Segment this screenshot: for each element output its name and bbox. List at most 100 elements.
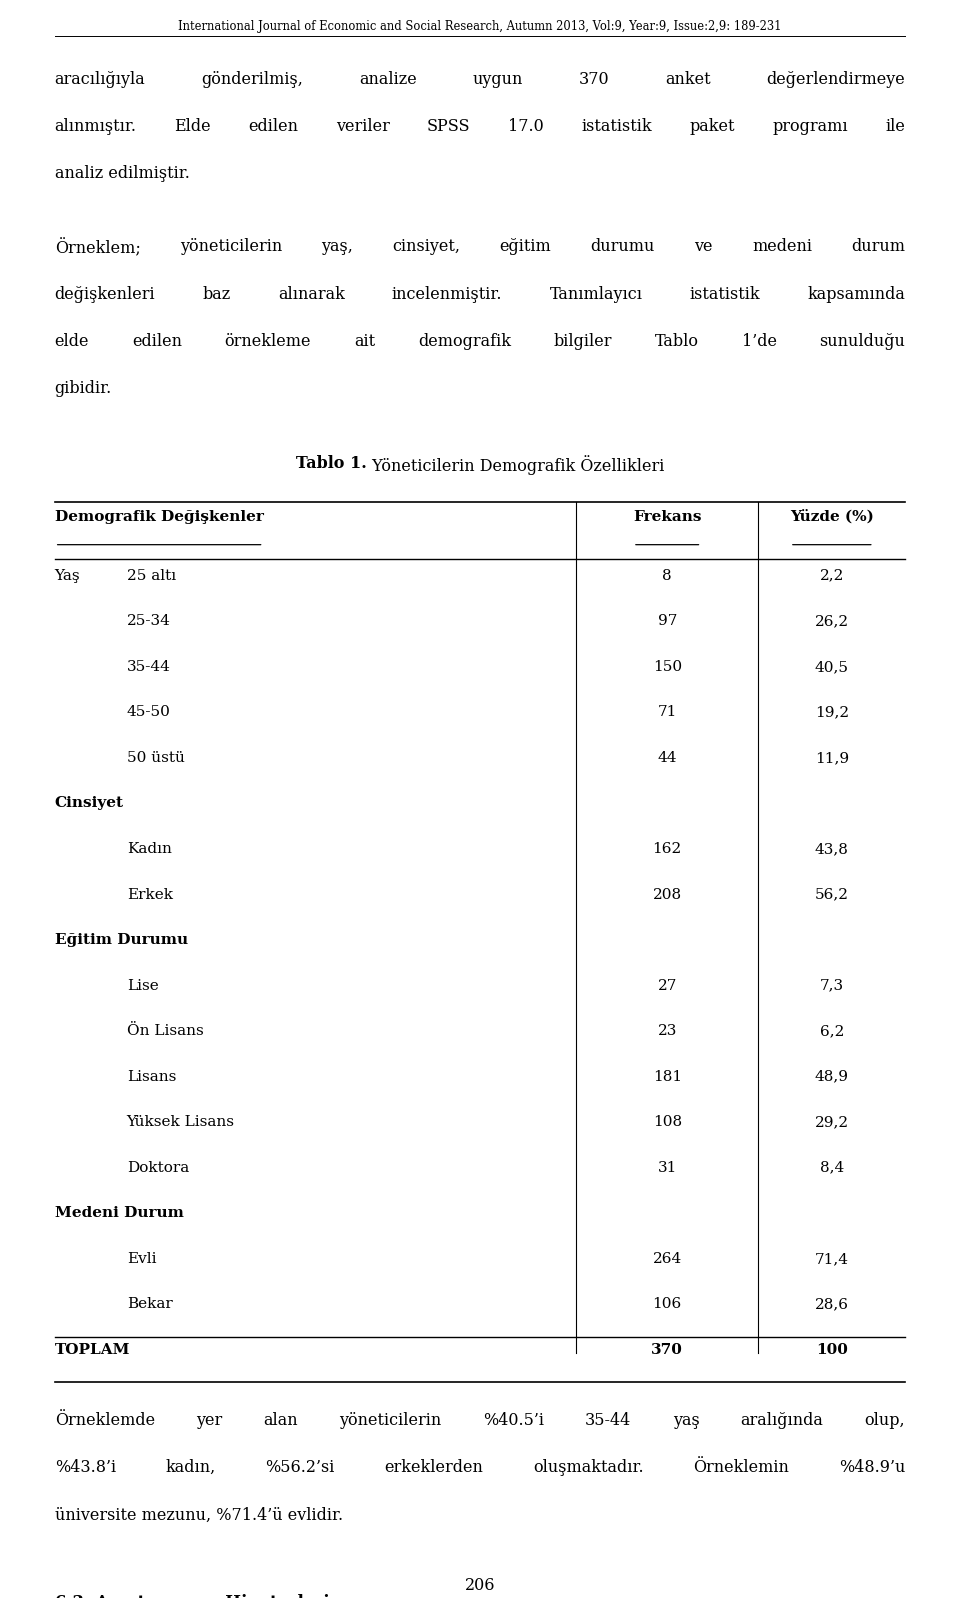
Text: yaş: yaş — [673, 1413, 699, 1429]
Text: 1’de: 1’de — [742, 332, 777, 350]
Text: değerlendirmeye: değerlendirmeye — [766, 70, 905, 88]
Text: ile: ile — [885, 118, 905, 136]
Text: 106: 106 — [653, 1298, 682, 1312]
Text: yer: yer — [196, 1413, 223, 1429]
Text: 264: 264 — [653, 1251, 682, 1266]
Text: 206: 206 — [465, 1577, 495, 1595]
Text: sunulduğu: sunulduğu — [820, 332, 905, 350]
Text: Doktora: Doktora — [127, 1160, 189, 1175]
Text: 35-44: 35-44 — [127, 660, 171, 674]
Text: 28,6: 28,6 — [815, 1298, 849, 1312]
Text: International Journal of Economic and Social Research, Autumn 2013, Vol:9, Year:: International Journal of Economic and So… — [179, 19, 781, 34]
Text: 6.3. Araştırmanın Hipotezleri: 6.3. Araştırmanın Hipotezleri — [55, 1593, 329, 1598]
Text: 150: 150 — [653, 660, 682, 674]
Text: Örneklem;: Örneklem; — [55, 238, 140, 257]
Text: 48,9: 48,9 — [815, 1069, 849, 1083]
Text: 100: 100 — [816, 1342, 848, 1357]
Text: 44: 44 — [658, 751, 677, 765]
Text: aralığında: aralığında — [740, 1413, 824, 1429]
Text: kadın,: kadın, — [165, 1459, 216, 1477]
Text: istatistik: istatistik — [689, 286, 760, 302]
Text: Bekar: Bekar — [127, 1298, 173, 1312]
Text: incelenmiştir.: incelenmiştir. — [392, 286, 502, 302]
Text: olup,: olup, — [865, 1413, 905, 1429]
Text: edilen: edilen — [249, 118, 299, 136]
Text: Tablo: Tablo — [655, 332, 699, 350]
Text: Medeni Durum: Medeni Durum — [55, 1206, 183, 1221]
Text: ait: ait — [354, 332, 375, 350]
Text: Lisans: Lisans — [127, 1069, 176, 1083]
Text: alan: alan — [264, 1413, 299, 1429]
Text: 162: 162 — [653, 842, 682, 857]
Text: gönderilmiş,: gönderilmiş, — [202, 70, 303, 88]
Text: Frekans: Frekans — [633, 510, 702, 524]
Text: 108: 108 — [653, 1115, 682, 1130]
Text: 50 üstü: 50 üstü — [127, 751, 184, 765]
Text: veriler: veriler — [336, 118, 390, 136]
Text: 370: 370 — [579, 70, 610, 88]
Text: 7,3: 7,3 — [820, 978, 844, 992]
Text: 31: 31 — [658, 1160, 677, 1175]
Text: 26,2: 26,2 — [815, 614, 849, 628]
Text: Yüksek Lisans: Yüksek Lisans — [127, 1115, 234, 1130]
Text: 97: 97 — [658, 614, 677, 628]
Text: 6,2: 6,2 — [820, 1024, 844, 1039]
Text: 71,4: 71,4 — [815, 1251, 849, 1266]
Text: değişkenleri: değişkenleri — [55, 286, 156, 302]
Text: 19,2: 19,2 — [815, 705, 849, 719]
Text: demografik: demografik — [418, 332, 511, 350]
Text: Tanımlayıcı: Tanımlayıcı — [549, 286, 642, 302]
Text: 23: 23 — [658, 1024, 677, 1039]
Text: %40.5’i: %40.5’i — [483, 1413, 544, 1429]
Text: edilen: edilen — [132, 332, 182, 350]
Text: Cinsiyet: Cinsiyet — [55, 796, 124, 810]
Text: 43,8: 43,8 — [815, 842, 849, 857]
Text: 27: 27 — [658, 978, 677, 992]
Text: erkeklerden: erkeklerden — [385, 1459, 484, 1477]
Text: yaş,: yaş, — [322, 238, 353, 256]
Text: ve: ve — [694, 238, 712, 256]
Text: %48.9’u: %48.9’u — [839, 1459, 905, 1477]
Text: anket: anket — [665, 70, 710, 88]
Text: cinsiyet,: cinsiyet, — [393, 238, 461, 256]
Text: 181: 181 — [653, 1069, 682, 1083]
Text: Yöneticilerin Demografik Özellikleri: Yöneticilerin Demografik Özellikleri — [367, 455, 664, 475]
Text: kapsamında: kapsamında — [807, 286, 905, 302]
Text: yöneticilerin: yöneticilerin — [340, 1413, 442, 1429]
Text: Eğitim Durumu: Eğitim Durumu — [55, 933, 188, 948]
Text: alınmıştır.: alınmıştır. — [55, 118, 136, 136]
Text: durum: durum — [852, 238, 905, 256]
Text: Örneklemde: Örneklemde — [55, 1413, 155, 1429]
Text: 71: 71 — [658, 705, 677, 719]
Text: %43.8’i: %43.8’i — [55, 1459, 116, 1477]
Text: 2,2: 2,2 — [820, 569, 844, 583]
Text: 208: 208 — [653, 887, 682, 901]
Text: analiz edilmiştir.: analiz edilmiştir. — [55, 165, 189, 182]
Text: aracılığıyla: aracılığıyla — [55, 70, 146, 88]
Text: yöneticilerin: yöneticilerin — [180, 238, 282, 256]
Text: 40,5: 40,5 — [815, 660, 849, 674]
Text: Yüzde (%): Yüzde (%) — [790, 510, 874, 524]
Text: gibidir.: gibidir. — [55, 380, 112, 396]
Text: 17.0: 17.0 — [508, 118, 543, 136]
Text: 29,2: 29,2 — [815, 1115, 849, 1130]
Text: Demografik Değişkenler: Demografik Değişkenler — [55, 510, 264, 524]
Text: 25-34: 25-34 — [127, 614, 171, 628]
Text: Kadın: Kadın — [127, 842, 172, 857]
Text: eğitim: eğitim — [500, 238, 551, 256]
Text: 11,9: 11,9 — [815, 751, 849, 765]
Text: elde: elde — [55, 332, 89, 350]
Text: Tablo 1.: Tablo 1. — [296, 455, 367, 473]
Text: paket: paket — [689, 118, 734, 136]
Text: oluşmaktadır.: oluşmaktadır. — [533, 1459, 643, 1477]
Text: 56,2: 56,2 — [815, 887, 849, 901]
Text: programı: programı — [772, 118, 848, 136]
Text: analize: analize — [359, 70, 417, 88]
Text: TOPLAM: TOPLAM — [55, 1342, 131, 1357]
Text: 45-50: 45-50 — [127, 705, 171, 719]
Text: uygun: uygun — [472, 70, 523, 88]
Text: Erkek: Erkek — [127, 887, 173, 901]
Text: 8,4: 8,4 — [820, 1160, 844, 1175]
Text: Yaş: Yaş — [55, 569, 81, 583]
Text: Lise: Lise — [127, 978, 158, 992]
